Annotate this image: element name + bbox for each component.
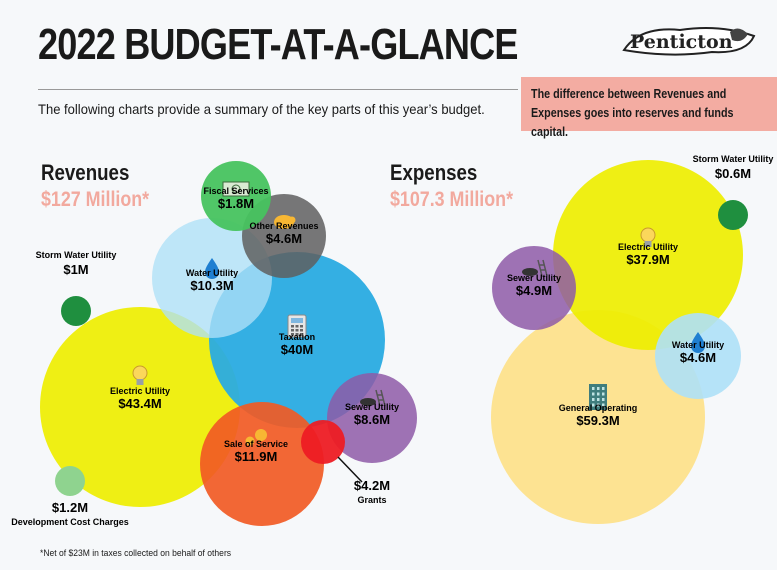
- page-subtitle: The following charts provide a summary o…: [38, 101, 485, 117]
- expense-value-storm-water-utility: $0.6M: [715, 166, 751, 181]
- expense-value-water-utility: $4.6M: [680, 350, 716, 365]
- expense-bubble-storm-water-utility: [718, 200, 748, 230]
- revenue-piggy-bank-icon: [274, 215, 296, 229]
- revenue-category-sewer-utility: Sewer Utility: [345, 402, 399, 412]
- revenue-bubble-grants: [301, 420, 345, 464]
- expense-label-general-operating: General Operating$59.3M: [559, 403, 638, 428]
- expense-label-sewer-utility: Sewer Utility$4.9M: [507, 273, 561, 298]
- expense-label-electric-utility: Electric Utility$37.9M: [618, 242, 678, 267]
- expense-category-electric-utility: Electric Utility: [618, 242, 678, 252]
- revenue-category-taxation: Taxation: [279, 332, 315, 342]
- revenue-value-other-revenues: $4.6M: [266, 231, 302, 246]
- expense-bubble-general-operating: [491, 310, 705, 524]
- revenue-category-fiscal-services: Fiscal Services: [203, 186, 268, 196]
- footnote: *Net of $23M in taxes collected on behal…: [40, 548, 232, 559]
- expense-bubble-water-utility: [655, 313, 741, 399]
- revenue-label-water-utility: Water Utility$10.3M: [186, 268, 238, 293]
- revenue-label-electric-utility: Electric Utility$43.4M: [110, 386, 170, 411]
- expense-label-water-utility: Water Utility$4.6M: [672, 340, 724, 365]
- expense-lightbulb-icon: [640, 227, 656, 247]
- revenue-value-fiscal-services: $1.8M: [218, 196, 254, 211]
- revenue-category-water-utility: Water Utility: [186, 268, 238, 278]
- logo-text: Penticton: [630, 31, 733, 53]
- expense-category-sewer-utility: Sewer Utility: [507, 273, 561, 283]
- expense-bubble-sewer-utility: [492, 246, 576, 330]
- expense-label-storm-water-utility: Storm Water Utility $0.6M: [693, 154, 774, 181]
- revenue-label-storm-water-utility: Storm Water Utility $1M: [36, 250, 117, 277]
- revenue-value-electric-utility: $43.4M: [118, 396, 161, 411]
- revenue-calculator-icon: [287, 314, 307, 338]
- revenue-label-grants: Grants $4.2M: [354, 478, 390, 505]
- title-divider: [38, 89, 518, 90]
- revenue-label-sewer-utility: Sewer Utility$8.6M: [345, 402, 399, 427]
- revenue-lightbulb-icon: [132, 365, 148, 385]
- revenue-category-grants: Grants: [357, 495, 386, 505]
- revenue-bubble-sewer-utility: [327, 373, 417, 463]
- expense-value-electric-utility: $37.9M: [626, 252, 669, 267]
- page-title: 2022 BUDGET-AT-A-GLANCE: [38, 20, 518, 69]
- revenue-bubble-electric-utility: [40, 307, 240, 507]
- revenue-category-sale-of-service: Sale of Service: [224, 439, 288, 449]
- expense-value-general-operating: $59.3M: [576, 413, 619, 428]
- revenue-manhole-icon: [360, 389, 386, 407]
- revenue-label-sale-of-service: Sale of Service$11.9M: [224, 439, 288, 464]
- revenue-value-grants: $4.2M: [354, 478, 390, 493]
- revenue-leader-line-grants: [337, 456, 363, 483]
- expense-water-drop-icon: [691, 332, 705, 353]
- revenue-category-other-revenues: Other Revenues: [249, 221, 318, 231]
- revenue-label-other-revenues: Other Revenues$4.6M: [249, 221, 318, 246]
- expense-manhole-icon: [522, 259, 548, 277]
- expense-category-storm-water-utility: Storm Water Utility: [693, 154, 774, 164]
- revenue-value-water-utility: $10.3M: [190, 278, 233, 293]
- revenues-heading: Revenues: [41, 160, 130, 185]
- revenue-value-sale-of-service: $11.9M: [235, 449, 278, 464]
- revenue-label-taxation: Taxation$40M: [279, 332, 315, 357]
- revenue-label-development-cost-charges: Development Cost Charges $1.2M: [11, 500, 129, 527]
- expense-category-general-operating: General Operating: [559, 403, 638, 413]
- revenue-water-drop-icon: [205, 258, 219, 279]
- revenue-value-sewer-utility: $8.6M: [354, 412, 390, 427]
- reserves-note-text: The difference between Revenues and Expe…: [531, 87, 734, 139]
- revenue-bubble-development-cost-charges: [55, 466, 85, 496]
- revenues-total: $127 Million*: [41, 188, 150, 211]
- revenue-value-storm-water-utility: $1M: [63, 262, 88, 277]
- city-logo: Penticton: [620, 20, 760, 67]
- revenue-value-taxation: $40M: [281, 342, 314, 357]
- expense-category-water-utility: Water Utility: [672, 340, 724, 350]
- revenue-category-storm-water-utility: Storm Water Utility: [36, 250, 117, 260]
- revenue-category-development-cost-charges: Development Cost Charges: [11, 517, 129, 527]
- revenue-bubble-sale-of-service: [200, 402, 324, 526]
- revenue-label-fiscal-services: Fiscal Services$1.8M: [203, 186, 268, 211]
- expense-building-icon: [589, 384, 607, 410]
- revenue-value-development-cost-charges: $1.2M: [52, 500, 88, 515]
- expenses-heading: Expenses: [390, 160, 478, 185]
- expense-bubble-electric-utility: [553, 160, 743, 350]
- revenue-category-electric-utility: Electric Utility: [110, 386, 170, 396]
- revenue-bubble-storm-water-utility: [61, 296, 91, 326]
- revenue-gears-icon: [245, 429, 267, 446]
- reserves-note-box: The difference between Revenues and Expe…: [521, 77, 777, 139]
- expenses-total: $107.3 Million*: [390, 188, 514, 211]
- revenue-money-icon: [222, 181, 250, 197]
- expense-value-sewer-utility: $4.9M: [516, 283, 552, 298]
- penticton-logo-icon: Penticton: [622, 27, 756, 56]
